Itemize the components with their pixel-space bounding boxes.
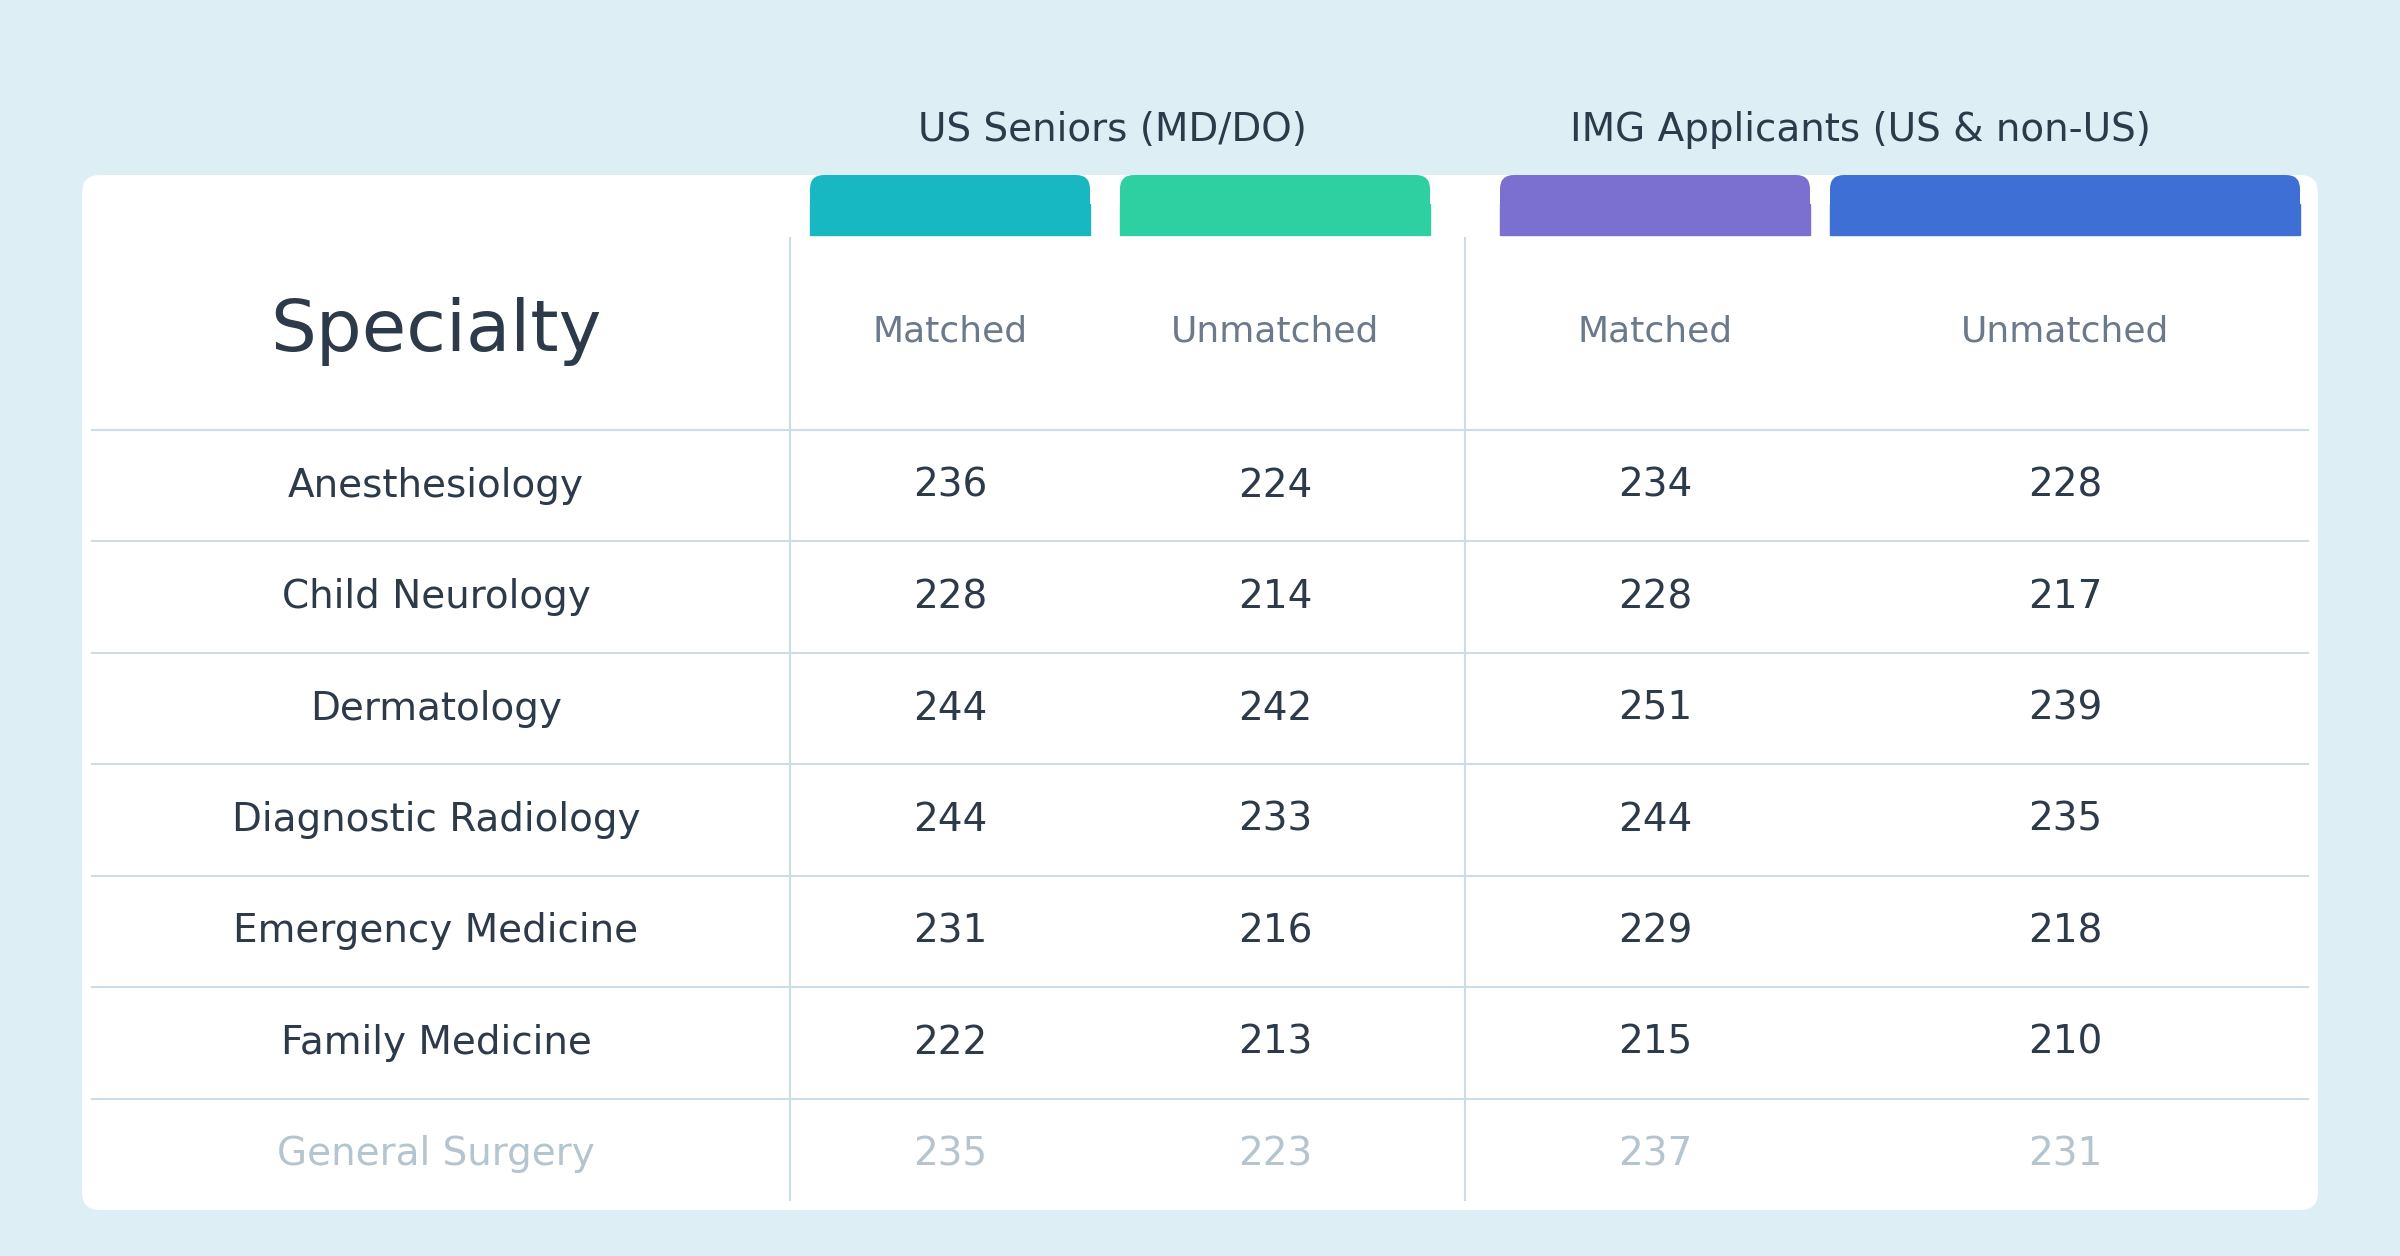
Text: 215: 215 xyxy=(1618,1024,1692,1061)
Text: IMG Applicants (US & non-US): IMG Applicants (US & non-US) xyxy=(1570,111,2150,149)
Text: 214: 214 xyxy=(1238,578,1313,617)
FancyBboxPatch shape xyxy=(1121,175,1430,234)
FancyBboxPatch shape xyxy=(82,175,2318,1210)
FancyBboxPatch shape xyxy=(1831,175,2299,234)
Text: 231: 231 xyxy=(2028,1135,2102,1173)
Bar xyxy=(1121,203,1430,235)
Text: 213: 213 xyxy=(1238,1024,1313,1061)
Text: 244: 244 xyxy=(1618,801,1692,839)
Text: 228: 228 xyxy=(912,578,986,617)
Text: 235: 235 xyxy=(2028,801,2102,839)
Text: 231: 231 xyxy=(912,912,986,951)
Text: 242: 242 xyxy=(1238,690,1313,727)
Text: 235: 235 xyxy=(912,1135,986,1173)
Text: General Surgery: General Surgery xyxy=(276,1135,595,1173)
Text: Diagnostic Radiology: Diagnostic Radiology xyxy=(233,801,641,839)
Bar xyxy=(1831,203,2299,235)
Text: 228: 228 xyxy=(2028,467,2102,505)
Text: Family Medicine: Family Medicine xyxy=(281,1024,590,1061)
Text: Dermatology: Dermatology xyxy=(310,690,562,727)
Bar xyxy=(1500,203,1810,235)
Text: 210: 210 xyxy=(2028,1024,2102,1061)
Text: 251: 251 xyxy=(1618,690,1692,727)
FancyBboxPatch shape xyxy=(1500,175,1810,234)
Text: Specialty: Specialty xyxy=(271,296,602,365)
Text: Emergency Medicine: Emergency Medicine xyxy=(233,912,638,951)
Text: Matched: Matched xyxy=(874,314,1027,348)
Text: 218: 218 xyxy=(2028,912,2102,951)
Text: 244: 244 xyxy=(912,801,986,839)
FancyBboxPatch shape xyxy=(811,175,1090,234)
Text: 239: 239 xyxy=(2028,690,2102,727)
Text: 224: 224 xyxy=(1238,467,1313,505)
Text: 217: 217 xyxy=(2028,578,2102,617)
Text: 229: 229 xyxy=(1618,912,1692,951)
Text: 233: 233 xyxy=(1238,801,1313,839)
Text: Child Neurology: Child Neurology xyxy=(281,578,590,617)
Text: 234: 234 xyxy=(1618,467,1692,505)
Text: 223: 223 xyxy=(1238,1135,1313,1173)
Text: 244: 244 xyxy=(912,690,986,727)
Text: 237: 237 xyxy=(1618,1135,1692,1173)
Text: US Seniors (MD/DO): US Seniors (MD/DO) xyxy=(919,111,1308,149)
Text: Anesthesiology: Anesthesiology xyxy=(288,467,583,505)
Text: Matched: Matched xyxy=(1577,314,1733,348)
Text: 236: 236 xyxy=(912,467,986,505)
Text: Unmatched: Unmatched xyxy=(1171,314,1380,348)
Text: 228: 228 xyxy=(1618,578,1692,617)
Text: 216: 216 xyxy=(1238,912,1313,951)
Text: Unmatched: Unmatched xyxy=(1961,314,2170,348)
Text: 222: 222 xyxy=(912,1024,986,1061)
Bar xyxy=(811,203,1090,235)
